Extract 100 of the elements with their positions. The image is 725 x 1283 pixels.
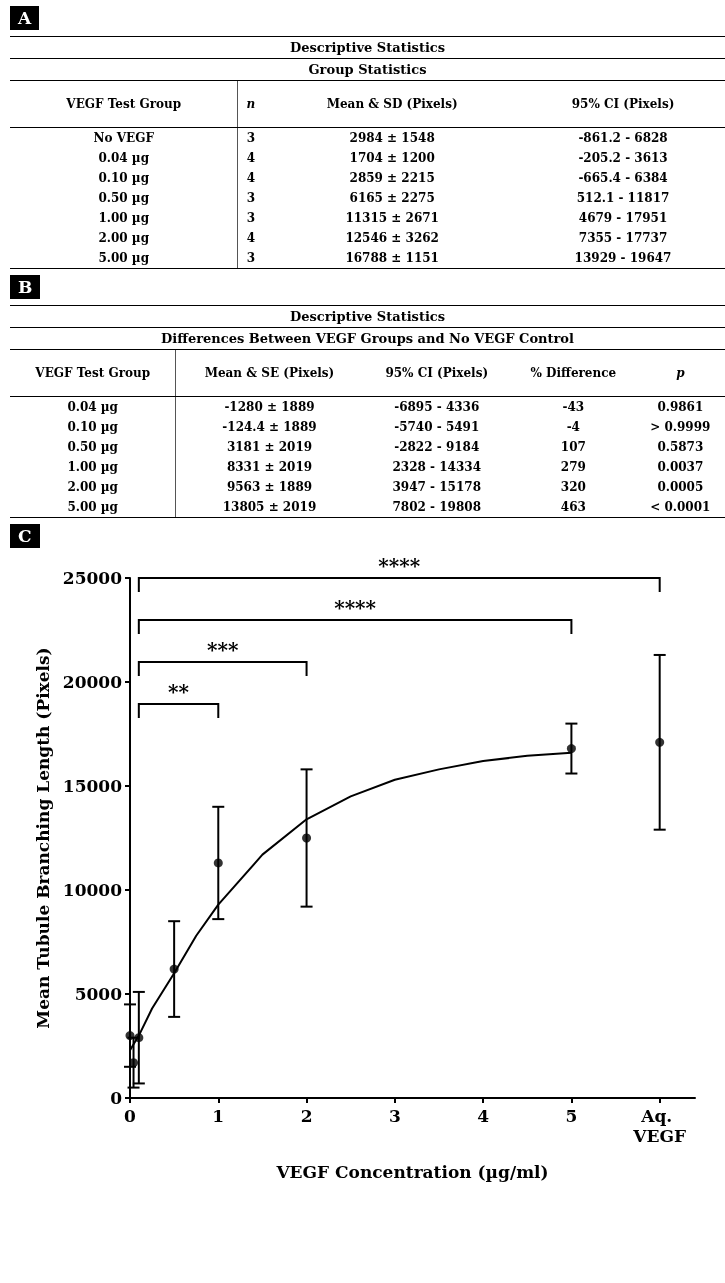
- text: 0.04 µg: [10, 396, 176, 417]
- text: A: [10, 6, 40, 30]
- text: Differences Between VEGF Groups and No VEGF Control: [10, 327, 725, 350]
- text: 9563 ± 1889: [225, 479, 314, 496]
- text: 95% CI (Pixels): [362, 349, 511, 397]
- text: > 0.9999: [649, 419, 712, 436]
- text: Mean & SE (Pixels): [175, 349, 363, 397]
- y-tick-label: 25000: [62, 568, 123, 588]
- x-tick-label: 1: [212, 1106, 225, 1126]
- text: 5.00 µg: [10, 248, 238, 269]
- point: [302, 833, 312, 843]
- text: 7355 - 17737: [577, 230, 669, 247]
- text: 1704 ± 1200: [348, 150, 436, 167]
- text: 0.10 µg: [10, 168, 238, 188]
- text: -6895 - 4336: [393, 399, 481, 416]
- point: [566, 744, 576, 754]
- text: 463: [510, 497, 636, 518]
- text: VEGF Test Group: [10, 349, 176, 397]
- text: 95% CI (Pixels): [521, 80, 725, 128]
- x-tick-label: 4: [477, 1106, 490, 1126]
- text: B: [10, 275, 41, 299]
- text: 0.0005: [656, 479, 705, 496]
- text: 16788 ± 1151: [263, 248, 522, 269]
- annotation: ****: [334, 596, 377, 620]
- text: -4: [565, 419, 581, 436]
- text: 0.5873: [656, 439, 705, 456]
- point: [134, 1033, 144, 1043]
- text: 3181 ± 2019: [225, 439, 314, 456]
- text: 0.9861: [656, 399, 705, 416]
- text: No VEGF: [10, 127, 238, 148]
- x-tick-label: Aq. VEGF: [632, 1106, 687, 1146]
- point: [169, 964, 179, 974]
- text: 11315 ± 2671: [344, 210, 440, 227]
- text: 0.50 µg: [10, 188, 238, 208]
- text: 13929 - 19647: [521, 248, 725, 269]
- text: 13805 ± 2019: [175, 497, 363, 518]
- text: 4: [245, 170, 256, 187]
- text: Group Statistics: [10, 58, 725, 81]
- y-tick-label: 15000: [62, 776, 123, 796]
- text: Descriptive Statistics: [10, 36, 725, 59]
- text: Descriptive Statistics: [10, 305, 725, 328]
- text: 3: [237, 248, 264, 269]
- text: -665.4 - 6384: [577, 170, 669, 187]
- text: 0.04 µg: [10, 148, 238, 168]
- text: 3: [245, 210, 256, 227]
- y-tick-label: 20000: [62, 672, 123, 692]
- text: VEGF Test Group: [10, 80, 238, 128]
- text: 320: [559, 479, 587, 496]
- x-tick-label: 3: [388, 1106, 401, 1126]
- point: [655, 737, 665, 747]
- text: < 0.0001: [635, 497, 725, 518]
- text: 2859 ± 2215: [348, 170, 436, 187]
- text: 2.00 µg: [10, 228, 238, 248]
- text: n: [237, 80, 264, 128]
- y-tick-label: 0: [110, 1088, 123, 1108]
- text: 2984 ± 1548: [348, 130, 436, 147]
- text: 3: [245, 190, 256, 207]
- text: -5740 - 5491: [393, 419, 481, 436]
- text: 2328 - 14334: [391, 459, 482, 476]
- x-axis-title: VEGF Concentration (µg/ml): [275, 1161, 549, 1182]
- text: C: [10, 524, 40, 548]
- text: 3: [245, 130, 256, 147]
- text: -2822 - 9184: [393, 439, 481, 456]
- point: [125, 1031, 135, 1041]
- text: 0.10 µg: [10, 417, 176, 437]
- text: 279: [559, 459, 587, 476]
- text: 512.1 - 11817: [575, 190, 671, 207]
- point: [213, 858, 223, 868]
- text: 7802 - 19808: [362, 497, 511, 518]
- text: p: [635, 349, 725, 397]
- text: 8331 ± 2019: [225, 459, 314, 476]
- y-tick-label: 10000: [62, 880, 123, 900]
- x-tick-label: 5: [565, 1106, 578, 1126]
- y-axis-title: Mean Tubule Branching Length (Pixels): [33, 647, 54, 1029]
- text: % Difference: [510, 349, 636, 397]
- text: 0.0037: [656, 459, 705, 476]
- text: Mean & SD (Pixels): [263, 80, 522, 128]
- text: 12546 ± 3262: [344, 230, 440, 247]
- text: 4: [245, 150, 256, 167]
- text: -43: [561, 399, 586, 416]
- annotation: **: [168, 680, 190, 704]
- annotation: ***: [207, 638, 239, 662]
- text: 5.00 µg: [10, 497, 176, 518]
- y-tick-label: 5000: [74, 984, 123, 1004]
- text: 0.50 µg: [10, 437, 176, 457]
- text: -205.2 - 3613: [577, 150, 669, 167]
- x-tick-label: 0: [124, 1106, 137, 1126]
- text: -124.4 ± 1889: [221, 419, 318, 436]
- text: -1280 ± 1889: [223, 399, 316, 416]
- text: 1.00 µg: [10, 208, 238, 228]
- text: 4679 - 17951: [577, 210, 669, 227]
- annotation: ****: [378, 554, 421, 578]
- text: 2.00 µg: [10, 477, 176, 497]
- text: 1.00 µg: [10, 457, 176, 477]
- text: 6165 ± 2275: [348, 190, 436, 207]
- text: 3947 - 15178: [391, 479, 482, 496]
- text: -861.2 - 6828: [577, 130, 669, 147]
- text: 4: [245, 230, 256, 247]
- x-tick-label: 2: [300, 1106, 313, 1126]
- text: 107: [559, 439, 587, 456]
